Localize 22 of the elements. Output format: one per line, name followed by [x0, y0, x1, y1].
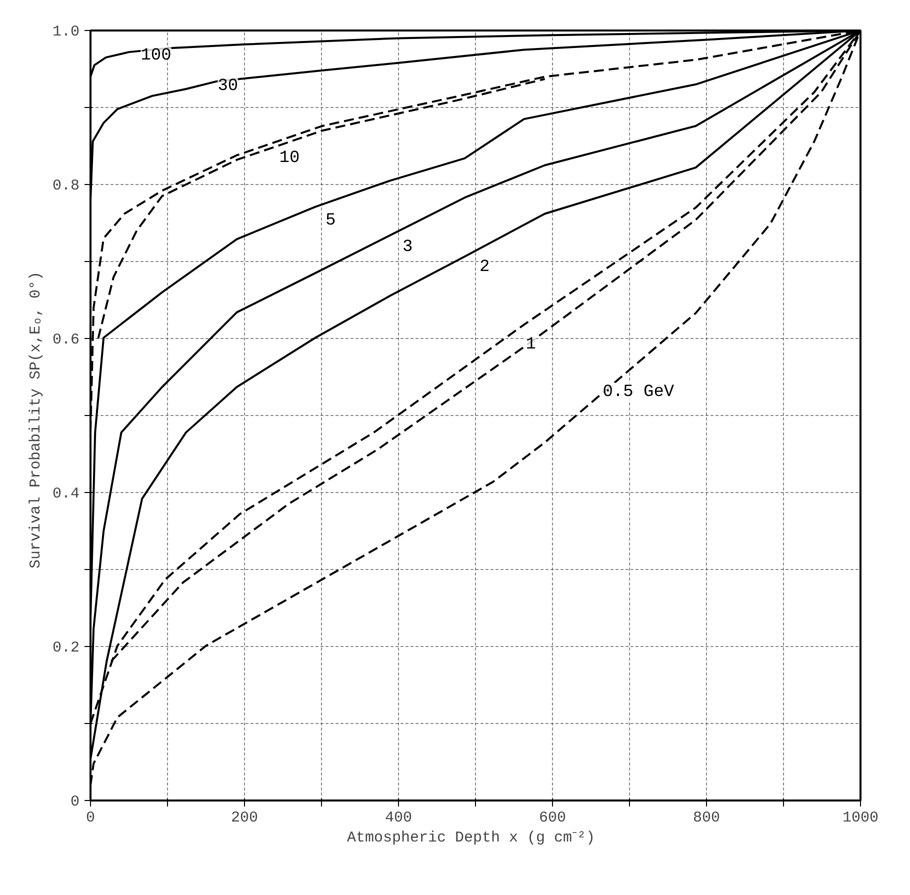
series-label: 30 [218, 77, 238, 96]
series-label: 0.5 GeV [602, 382, 675, 402]
y-tick-label: 1.0 [52, 24, 80, 40]
y-tick-label: 0.2 [52, 640, 80, 656]
series-label: 3 [402, 238, 413, 258]
y-axis-title: Survival Probability SP(x,Eₒ, 0°) [27, 271, 44, 569]
series-label: 2 [480, 258, 490, 277]
x-tick-label: 1000 [842, 810, 879, 826]
x-tick-label: 200 [231, 810, 258, 826]
x-tick-label: 600 [539, 810, 566, 826]
series-label: 5 [326, 212, 336, 231]
series-label: 100 [140, 46, 172, 66]
x-axis-title: Atmospheric Depth x (g cm⁻²) [346, 830, 596, 846]
x-tick-label: 0 [86, 810, 96, 826]
series-label: 1 [526, 335, 536, 354]
y-tick-label: 0 [70, 794, 80, 810]
x-tick-label: 800 [693, 810, 720, 826]
y-tick-label: 0.6 [52, 332, 80, 348]
y-tick-label: 0.8 [52, 178, 80, 194]
x-tick-label: 400 [385, 810, 412, 826]
y-tick-label: 0.4 [52, 486, 80, 502]
series-label: 10 [279, 149, 300, 168]
